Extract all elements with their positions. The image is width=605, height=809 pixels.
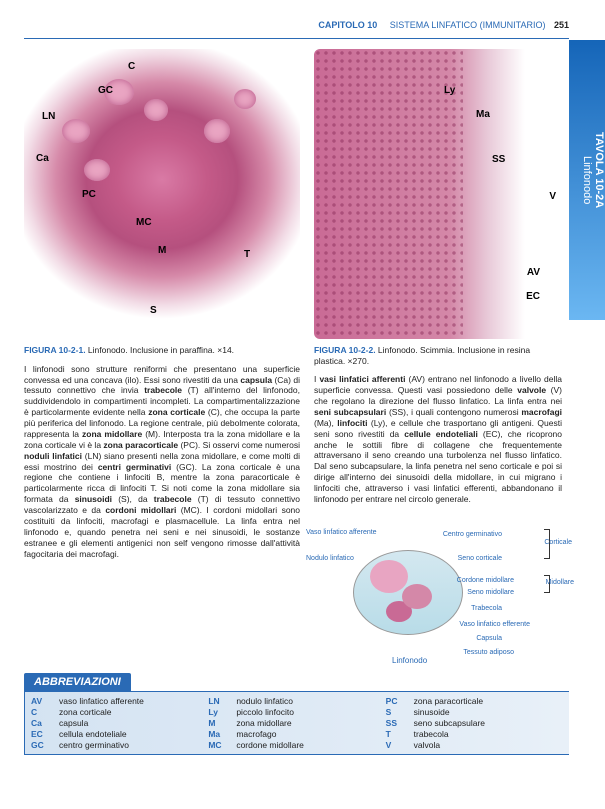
right-body-text: I vasi linfatici afferenti (AV) entrano …	[314, 374, 562, 505]
page-header: CAPITOLO 10 SISTEMA LINFATICO (IMMUNITAR…	[24, 0, 569, 39]
section-label: SISTEMA LINFATICO (IMMUNITARIO)	[390, 20, 546, 30]
label-PC: PC	[82, 189, 96, 200]
abbrev-col-3: PCzona paracorticale Ssinusoide SSseno s…	[386, 696, 563, 750]
label-V: V	[549, 191, 556, 202]
dlabel-corticale: Corticale	[544, 539, 572, 546]
dlabel-vaso-aff: Vaso linfatico afferente	[306, 529, 377, 536]
abbrev-row: PCzona paracorticale	[386, 696, 563, 706]
abbrev-row: Ttrabecola	[386, 729, 563, 739]
left-column: C GC LN Ca PC MC M T S FIGURA 10-2-1. Li…	[24, 49, 300, 663]
abbrev-col-1: AVvaso linfatico afferente Czona cortica…	[31, 696, 208, 750]
abbreviations-header: ABBREVIAZIONI	[24, 673, 131, 691]
right-column: Ly Ma SS V AV EC FIGURA 10-2-2. Linfonod…	[314, 49, 562, 663]
dlabel-trabecola: Trabecola	[471, 605, 502, 612]
label-LN: LN	[42, 111, 55, 122]
dlabel-seno-mid: Seno midollare	[467, 589, 514, 596]
label-T: T	[244, 249, 250, 260]
label-EC: EC	[526, 291, 540, 302]
label-GC: GC	[98, 85, 113, 96]
dlabel-vaso-eff: Vaso linfatico efferente	[459, 621, 530, 628]
label-S: S	[150, 305, 157, 316]
figure1-caption-text: Linfonodo. Inclusione in paraffina. ×14.	[86, 345, 234, 355]
abbrev-row: MCcordone midollare	[208, 740, 385, 750]
abbrev-row: AVvaso linfatico afferente	[31, 696, 208, 706]
abbrev-row: ECcellula endoteliale	[31, 729, 208, 739]
abbrev-row: Cacapsula	[31, 718, 208, 728]
diagram-title: Linfonodo	[392, 656, 427, 665]
abbrev-row: Ssinusoide	[386, 707, 563, 717]
dlabel-cordone: Cordone midollare	[457, 577, 514, 584]
label-MC: MC	[136, 217, 152, 228]
label-C: C	[128, 61, 135, 72]
dlabel-nodulo: Nodulo linfatico	[306, 555, 354, 562]
figure2-caption: FIGURA 10-2-2. Linfonodo. Scimmia. Inclu…	[314, 345, 562, 366]
dlabel-seno-cort: Seno corticale	[458, 555, 502, 562]
label-Ma: Ma	[476, 109, 490, 120]
abbrev-row: Czona corticale	[31, 707, 208, 717]
abbreviations-section: ABBREVIAZIONI AVvaso linfatico afferente…	[24, 673, 569, 755]
side-tab-title: Linfonodo	[581, 156, 593, 204]
side-tab-tavola: TAVOLA 10-2A	[593, 132, 605, 208]
dlabel-tessuto: Tessuto adiposo	[463, 649, 514, 656]
abbrev-row: Vvalvola	[386, 740, 563, 750]
dlabel-midollare: Midollare	[546, 579, 574, 586]
abbrev-row: LNnodulo linfatico	[208, 696, 385, 706]
label-AV: AV	[527, 267, 540, 278]
diagram-oval	[353, 550, 463, 635]
two-column-layout: C GC LN Ca PC MC M T S FIGURA 10-2-1. Li…	[24, 49, 569, 663]
abbrev-row: Mzona midollare	[208, 718, 385, 728]
side-tab: TAVOLA 10-2A Linfonodo	[569, 40, 605, 320]
abbrev-row: Mamacrofago	[208, 729, 385, 739]
figure1-caption: FIGURA 10-2-1. Linfonodo. Inclusione in …	[24, 345, 300, 356]
chapter-label: CAPITOLO 10	[318, 20, 377, 30]
label-M: M	[158, 245, 166, 256]
abbrev-col-2: LNnodulo linfatico Lypiccolo linfocito M…	[208, 696, 385, 750]
page-number: 251	[554, 20, 569, 30]
left-body-text: I linfonodi sono strutture reniformi che…	[24, 364, 300, 560]
label-SS: SS	[492, 154, 505, 165]
dlabel-centro: Centro germinativo	[443, 531, 502, 538]
label-Ca: Ca	[36, 153, 49, 164]
abbreviations-table: AVvaso linfatico afferente Czona cortica…	[24, 691, 569, 755]
figure-10-2-1-image: C GC LN Ca PC MC M T S	[24, 49, 300, 339]
dlabel-capsula: Capsula	[476, 635, 502, 642]
abbrev-row: SSseno subcapsulare	[386, 718, 563, 728]
lymph-node-diagram: Vaso linfatico afferente Nodulo linfatic…	[314, 523, 562, 663]
abbrev-row: Lypiccolo linfocito	[208, 707, 385, 717]
abbrev-row: GCcentro germinativo	[31, 740, 208, 750]
page-content: CAPITOLO 10 SISTEMA LINFATICO (IMMUNITAR…	[24, 0, 569, 755]
label-Ly: Ly	[444, 85, 455, 96]
figure1-number: FIGURA 10-2-1.	[24, 345, 86, 355]
figure2-number: FIGURA 10-2-2.	[314, 345, 376, 355]
figure-10-2-2-image: Ly Ma SS V AV EC	[314, 49, 562, 339]
